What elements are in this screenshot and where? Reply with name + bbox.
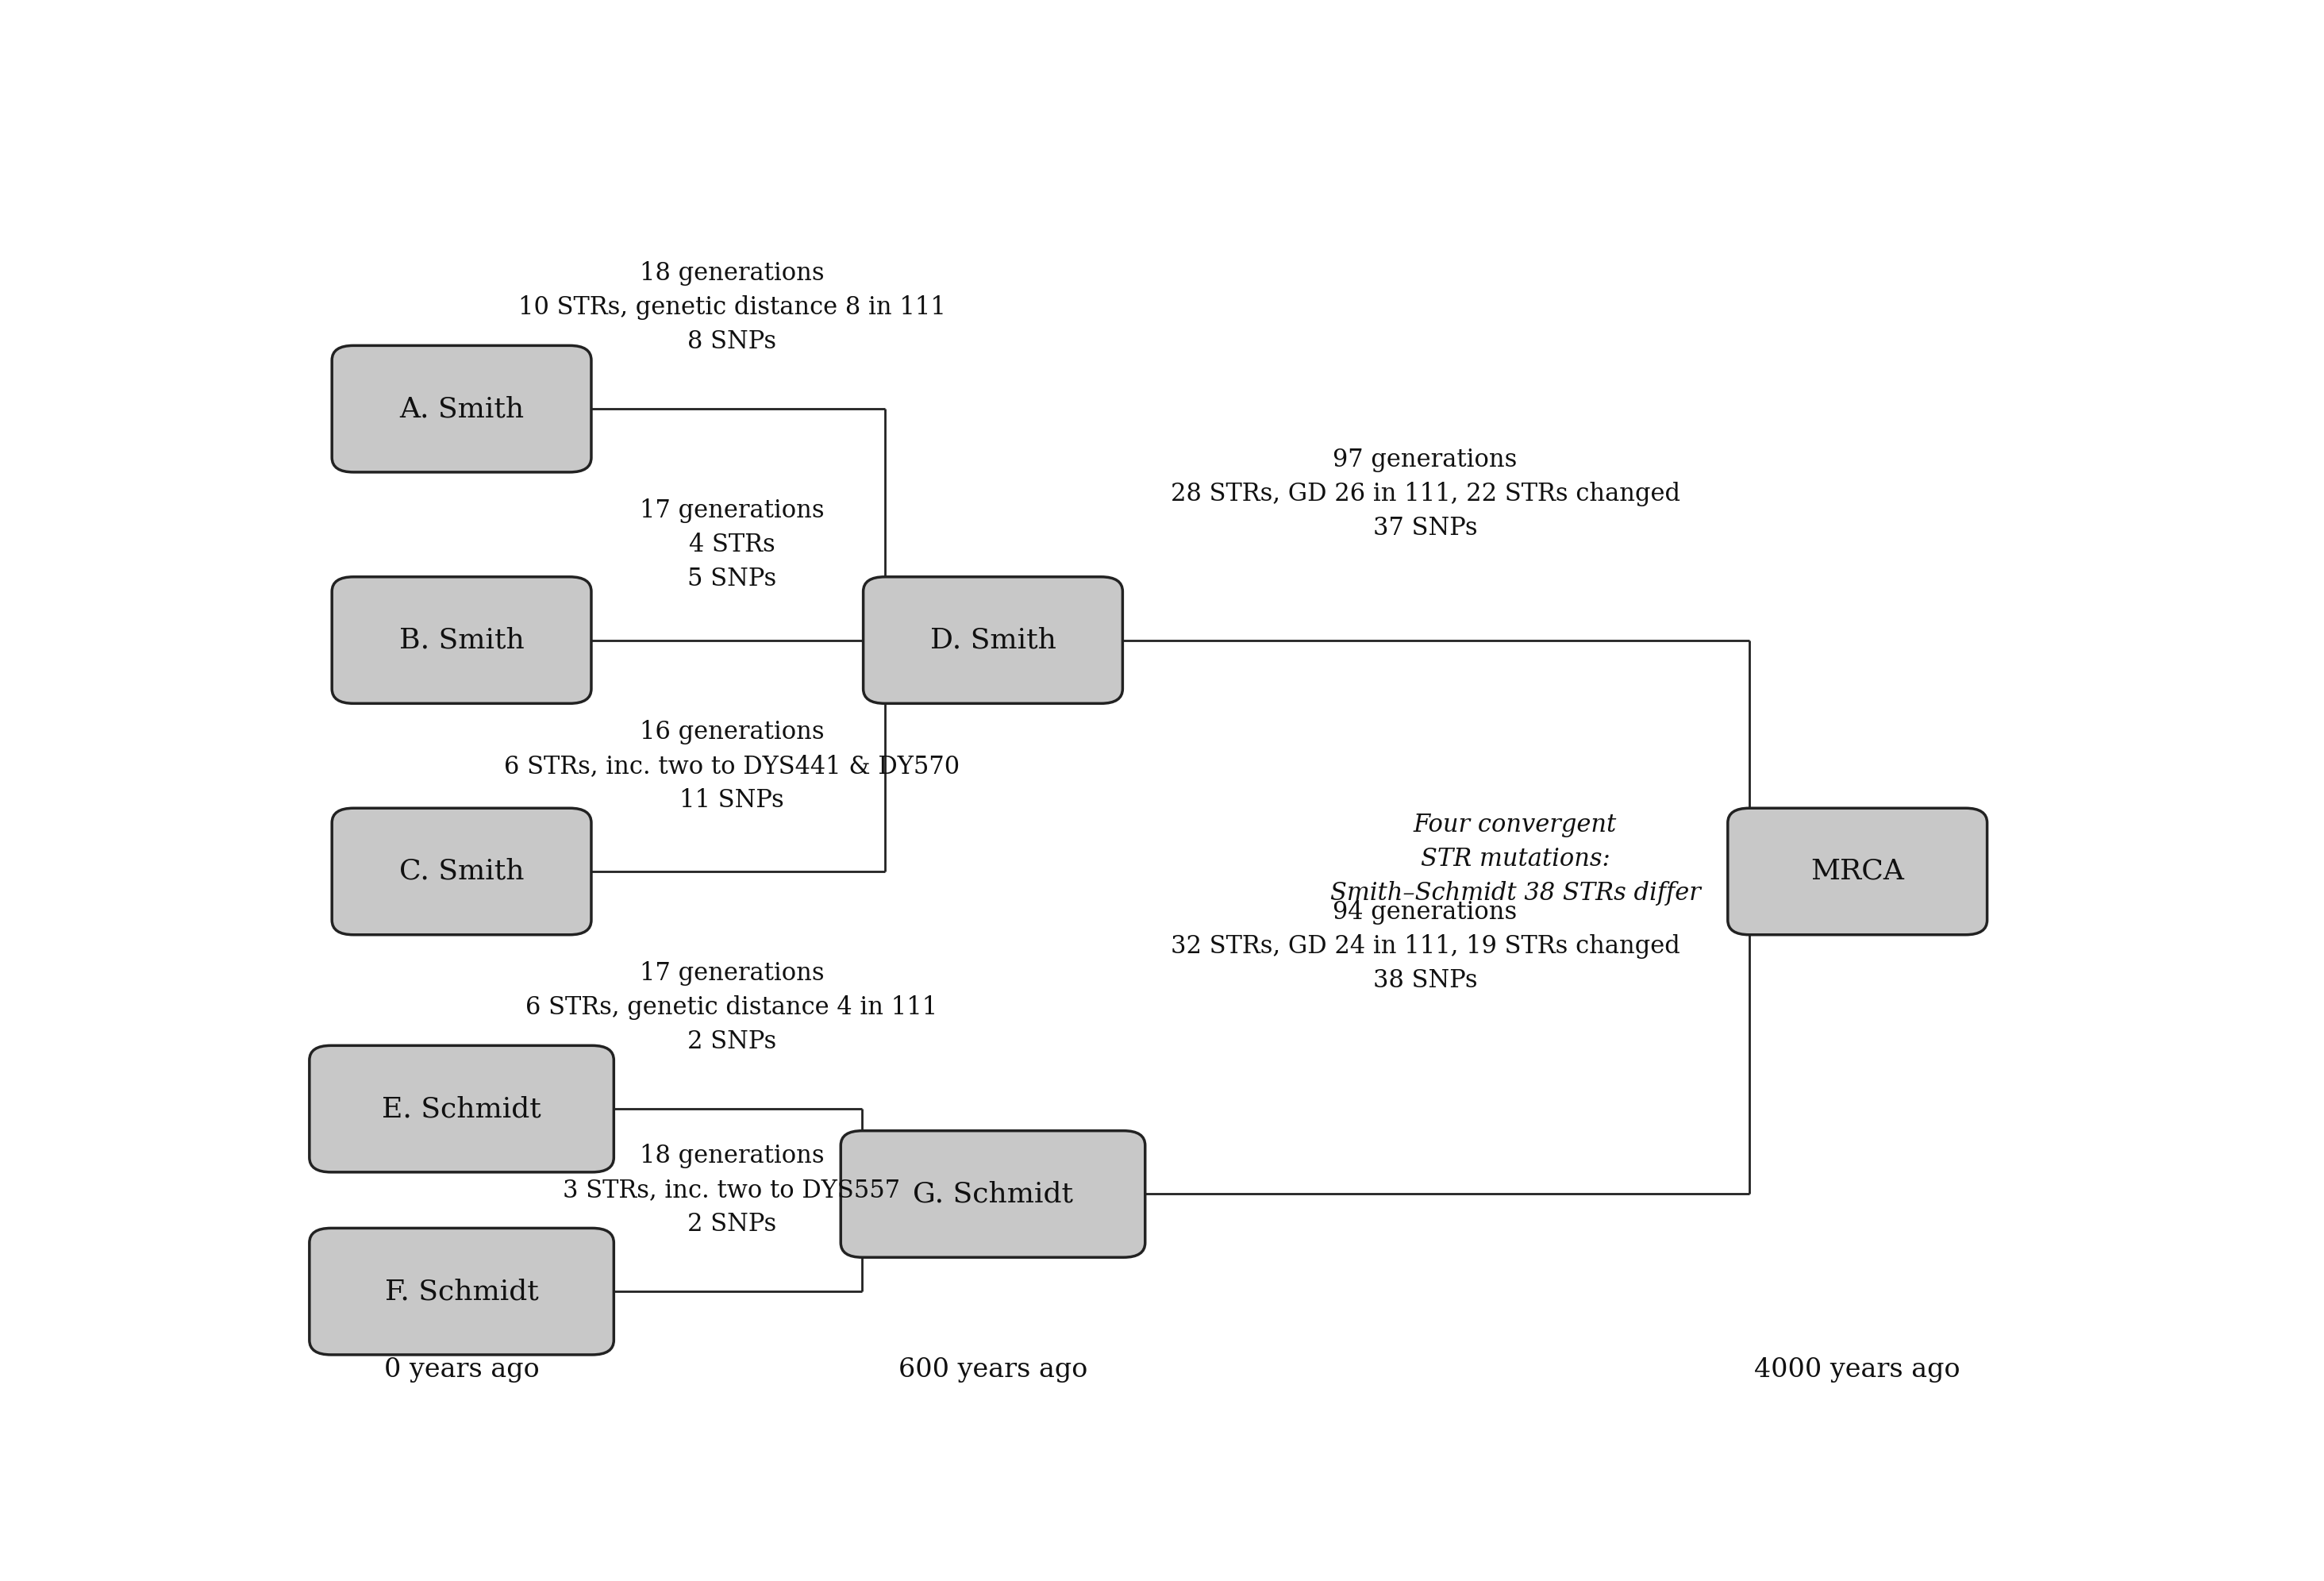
FancyBboxPatch shape	[841, 1130, 1146, 1257]
Text: E. Schmidt: E. Schmidt	[381, 1096, 541, 1123]
Text: 4000 years ago: 4000 years ago	[1755, 1358, 1961, 1383]
Text: 18 generations
3 STRs, inc. two to DYS557
2 SNPs: 18 generations 3 STRs, inc. two to DYS55…	[562, 1143, 899, 1236]
Text: G. Schmidt: G. Schmidt	[913, 1181, 1074, 1208]
Text: 0 years ago: 0 years ago	[383, 1358, 539, 1383]
FancyBboxPatch shape	[1727, 808, 1987, 934]
Text: 18 generations
10 STRs, genetic distance 8 in 111
8 SNPs: 18 generations 10 STRs, genetic distance…	[518, 261, 946, 354]
FancyBboxPatch shape	[309, 1045, 614, 1172]
Text: F. Schmidt: F. Schmidt	[386, 1277, 539, 1304]
Text: 17 generations
4 STRs
5 SNPs: 17 generations 4 STRs 5 SNPs	[639, 498, 825, 591]
FancyBboxPatch shape	[332, 346, 590, 473]
Text: 17 generations
6 STRs, genetic distance 4 in 111
2 SNPs: 17 generations 6 STRs, genetic distance …	[525, 961, 939, 1055]
Text: Four convergent
STR mutations:
Smith–Schmidt 38 STRs differ: Four convergent STR mutations: Smith–Sch…	[1329, 813, 1701, 906]
Text: 94 generations
32 STRs, GD 24 in 111, 19 STRs changed
38 SNPs: 94 generations 32 STRs, GD 24 in 111, 19…	[1171, 900, 1680, 993]
Text: A. Smith: A. Smith	[400, 395, 523, 422]
Text: 600 years ago: 600 years ago	[899, 1358, 1088, 1383]
FancyBboxPatch shape	[309, 1228, 614, 1355]
FancyBboxPatch shape	[862, 577, 1122, 704]
Text: D. Smith: D. Smith	[930, 626, 1055, 653]
Text: C. Smith: C. Smith	[400, 858, 525, 885]
Text: MRCA: MRCA	[1810, 858, 1903, 885]
FancyBboxPatch shape	[332, 577, 590, 704]
Text: 16 generations
6 STRs, inc. two to DYS441 & DY570
11 SNPs: 16 generations 6 STRs, inc. two to DYS44…	[504, 721, 960, 813]
Text: B. Smith: B. Smith	[400, 626, 525, 653]
Text: 97 generations
28 STRs, GD 26 in 111, 22 STRs changed
37 SNPs: 97 generations 28 STRs, GD 26 in 111, 22…	[1171, 447, 1680, 541]
FancyBboxPatch shape	[332, 808, 590, 934]
